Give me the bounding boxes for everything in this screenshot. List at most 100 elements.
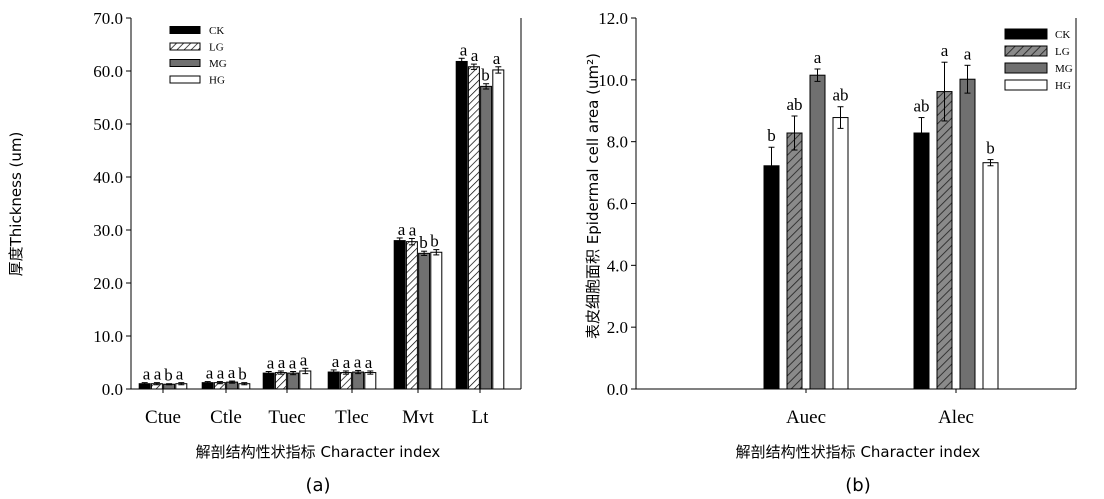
significance-letter: b [164, 366, 173, 385]
bar [455, 60, 468, 390]
significance-letter: a [354, 352, 362, 371]
x-tick-label: Ctle [210, 407, 242, 428]
y-tick-label: 30.0 [93, 221, 123, 240]
significance-letter: a [941, 41, 949, 60]
bar [287, 372, 300, 390]
x-tick-label: Auec [786, 407, 826, 428]
significance-letter: a [300, 350, 308, 369]
x-tick-label: Tuec [268, 407, 305, 428]
significance-letter: ab [832, 86, 848, 105]
bar [832, 117, 849, 390]
significance-letter: a [332, 352, 340, 371]
significance-letter: a [398, 220, 406, 239]
y-tick-label: 70.0 [93, 9, 123, 28]
panel-label: (a) [305, 475, 330, 496]
significance-letter: b [767, 126, 776, 145]
bar [364, 372, 377, 390]
significance-letter: a [267, 354, 275, 373]
significance-letter: b [430, 232, 439, 251]
y-tick-label: 10.0 [93, 327, 123, 346]
y-tick-label: 12.0 [598, 9, 628, 28]
significance-letter: b [419, 233, 428, 252]
bar [405, 241, 418, 390]
bar [809, 74, 826, 390]
significance-letter: a [493, 49, 501, 68]
bar [492, 69, 505, 390]
significance-letter: a [154, 365, 162, 384]
legend-swatch [1004, 28, 1048, 40]
bar [274, 372, 287, 390]
legend-swatch [169, 59, 201, 67]
panel-label: (b) [845, 475, 870, 496]
significance-letter: a [814, 48, 822, 67]
legend-label: HG [1055, 80, 1071, 92]
significance-letter: a [217, 364, 225, 383]
significance-letter: a [343, 353, 351, 372]
significance-letter: a [228, 363, 236, 382]
x-tick-label: Alec [938, 407, 974, 428]
bar [936, 91, 953, 390]
bar [763, 165, 780, 390]
y-tick-label: 2.0 [607, 318, 628, 337]
significance-letter: a [365, 353, 373, 372]
y-tick-label: 4.0 [607, 256, 628, 275]
legend-label: CK [1055, 29, 1070, 41]
x-tick-label: Lt [472, 407, 490, 428]
y-tick-label: 8.0 [607, 133, 628, 152]
x-tick-label: Mvt [402, 407, 434, 428]
legend-swatch [1004, 45, 1048, 57]
bar [982, 162, 999, 390]
bar [959, 78, 976, 390]
x-axis-title: 解剖结构性状指标 Character index [196, 443, 441, 461]
legend-swatch [169, 75, 201, 84]
significance-letter: a [409, 220, 417, 239]
legend-label: MG [209, 58, 227, 70]
significance-letter: b [481, 66, 490, 85]
y-tick-label: 60.0 [93, 62, 123, 81]
y-tick-label: 20.0 [93, 274, 123, 293]
significance-letter: a [278, 353, 286, 372]
x-tick-label: Tlec [335, 407, 369, 428]
y-tick-label: 0.0 [607, 380, 628, 399]
bar [786, 132, 803, 390]
significance-letter: ab [913, 97, 929, 116]
legend-swatch [1004, 62, 1048, 74]
bar [262, 372, 275, 390]
x-axis-title: 解剖结构性状指标 Character index [736, 443, 981, 461]
y-tick-label: 10.0 [598, 71, 628, 90]
legend-swatch [169, 26, 201, 34]
legend-swatch [1004, 79, 1048, 91]
bar [913, 132, 930, 390]
significance-letter: b [238, 365, 247, 384]
y-tick-label: 50.0 [93, 115, 123, 134]
y-tick-label: 0.0 [102, 380, 123, 399]
y-axis-title: 厚度Thickness (um) [7, 132, 25, 277]
x-tick-label: Ctue [145, 407, 181, 428]
bar [393, 240, 406, 390]
bar [418, 252, 431, 390]
y-axis-title: 表皮细胞面积 Epidermal cell area (um²) [584, 53, 602, 339]
legend-label: CK [209, 25, 224, 37]
bar [339, 372, 352, 390]
significance-letter: a [176, 365, 184, 384]
y-tick-label: 40.0 [93, 168, 123, 187]
bar [480, 85, 493, 390]
significance-letter: a [460, 40, 468, 59]
y-tick-label: 6.0 [607, 195, 628, 214]
significance-letter: a [471, 46, 479, 65]
legend-label: HG [209, 75, 225, 87]
significance-letter: a [289, 354, 297, 373]
bar [430, 251, 443, 390]
significance-letter: a [964, 44, 972, 63]
significance-letter: a [206, 364, 214, 383]
legend-label: LG [1055, 46, 1070, 58]
legend-label: LG [209, 42, 224, 54]
significance-letter: a [143, 365, 151, 384]
bar [467, 66, 480, 390]
legend-label: MG [1055, 63, 1073, 75]
bar [352, 371, 365, 390]
chart-panel-a: 0.0 10.0 20.0 30.0 40.0 50.0 60.0 70.0 Ctue Ctle T… [7, 9, 522, 496]
legend-swatch [169, 42, 201, 51]
significance-letter: b [986, 139, 995, 158]
